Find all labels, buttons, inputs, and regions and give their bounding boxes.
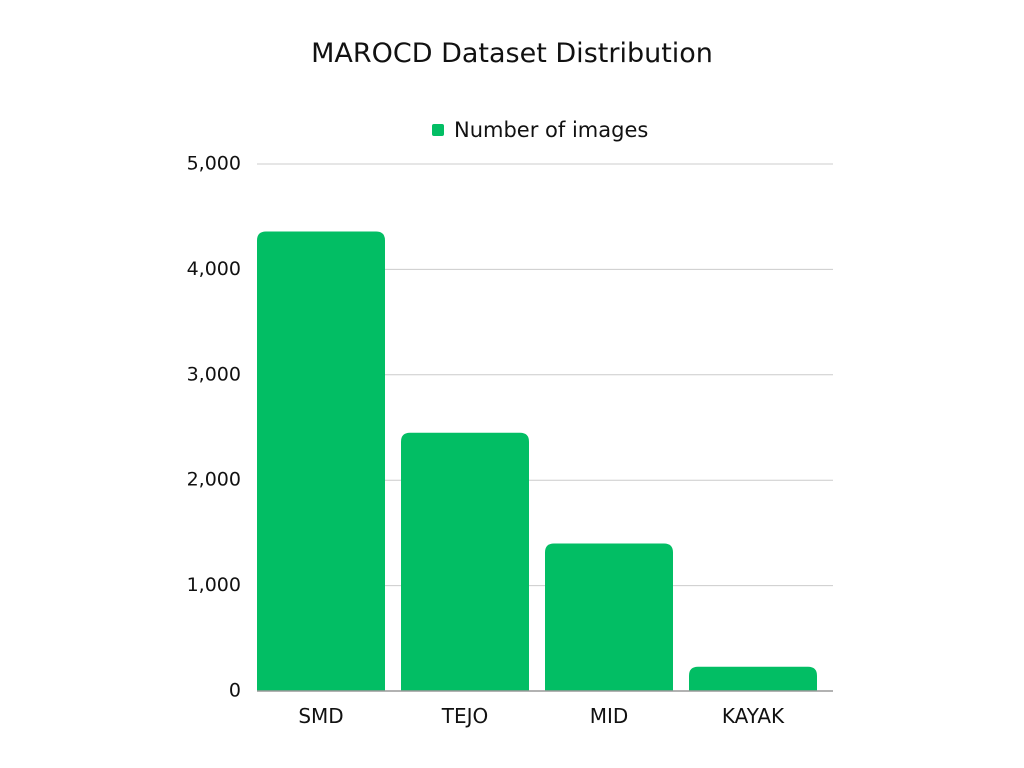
y-tick-label: 5,000 (187, 153, 241, 175)
x-tick-label: SMD (298, 704, 343, 728)
bar-tejo (401, 432, 529, 691)
bar-smd (257, 231, 385, 691)
bar-mid (545, 543, 673, 691)
y-tick-label: 2,000 (187, 469, 241, 491)
y-tick-label: 3,000 (187, 363, 241, 385)
x-tick-label: TEJO (441, 704, 489, 728)
chart-title: MAROCD Dataset Distribution (311, 38, 713, 69)
y-tick-label: 0 (229, 680, 241, 702)
x-tick-label: MID (590, 704, 629, 728)
legend-label: Number of images (454, 118, 649, 142)
legend-swatch (432, 124, 444, 136)
y-tick-label: 1,000 (187, 574, 241, 596)
bar-kayak (689, 666, 817, 691)
y-tick-label: 4,000 (187, 258, 241, 280)
x-tick-label: KAYAK (722, 704, 785, 728)
legend: Number of images (432, 116, 648, 144)
